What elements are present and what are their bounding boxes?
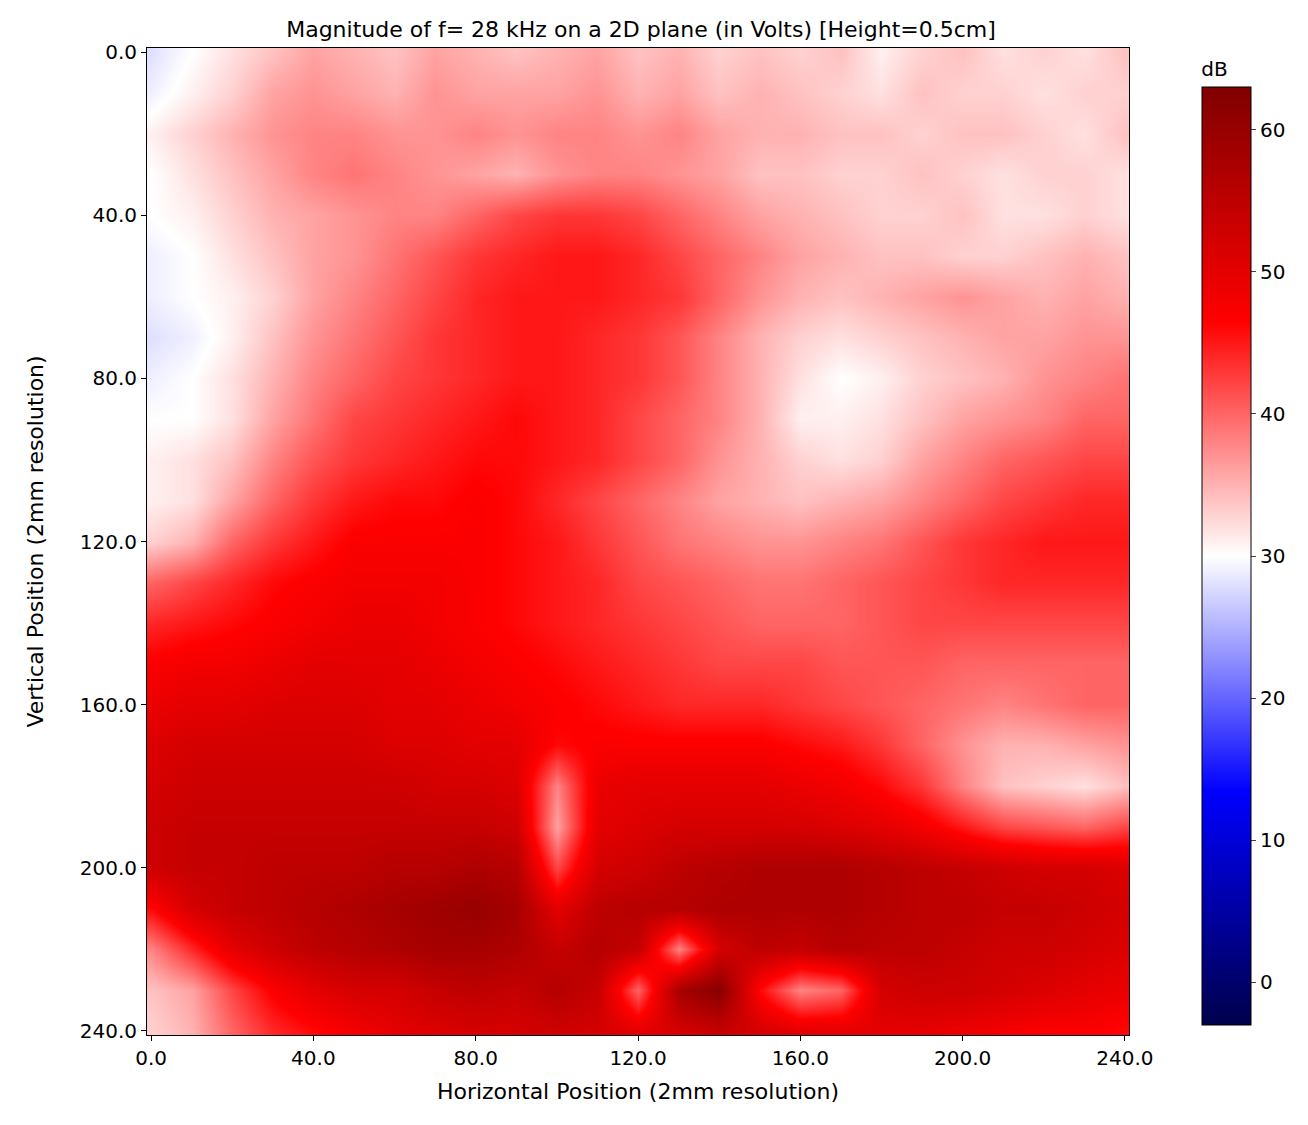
svg-text:40.0: 40.0 bbox=[291, 1046, 336, 1070]
svg-text:dB: dB bbox=[1201, 57, 1227, 81]
svg-text:20: 20 bbox=[1260, 686, 1285, 710]
svg-text:240.0: 240.0 bbox=[80, 1019, 137, 1043]
svg-text:160.0: 160.0 bbox=[772, 1046, 829, 1070]
svg-text:120.0: 120.0 bbox=[609, 1046, 666, 1070]
svg-text:60: 60 bbox=[1260, 118, 1285, 142]
svg-text:200.0: 200.0 bbox=[934, 1046, 991, 1070]
svg-text:80.0: 80.0 bbox=[92, 366, 137, 390]
svg-text:160.0: 160.0 bbox=[80, 693, 137, 717]
svg-text:30: 30 bbox=[1260, 544, 1285, 568]
svg-text:40: 40 bbox=[1260, 402, 1285, 426]
svg-text:0.0: 0.0 bbox=[105, 40, 137, 64]
svg-text:120.0: 120.0 bbox=[80, 530, 137, 554]
svg-text:0: 0 bbox=[1260, 970, 1273, 994]
svg-text:0.0: 0.0 bbox=[135, 1046, 167, 1070]
svg-text:40.0: 40.0 bbox=[92, 203, 137, 227]
svg-text:200.0: 200.0 bbox=[80, 856, 137, 880]
svg-text:50: 50 bbox=[1260, 260, 1285, 284]
svg-text:80.0: 80.0 bbox=[453, 1046, 498, 1070]
svg-text:Horizontal Position (2mm resol: Horizontal Position (2mm resolution) bbox=[437, 1079, 839, 1104]
svg-text:Magnitude of f= 28 kHz on a 2D: Magnitude of f= 28 kHz on a 2D plane (in… bbox=[286, 17, 996, 42]
svg-text:Vertical Position (2mm resolut: Vertical Position (2mm resolution) bbox=[23, 355, 48, 727]
svg-text:240.0: 240.0 bbox=[1096, 1046, 1153, 1070]
svg-text:10: 10 bbox=[1260, 828, 1285, 852]
